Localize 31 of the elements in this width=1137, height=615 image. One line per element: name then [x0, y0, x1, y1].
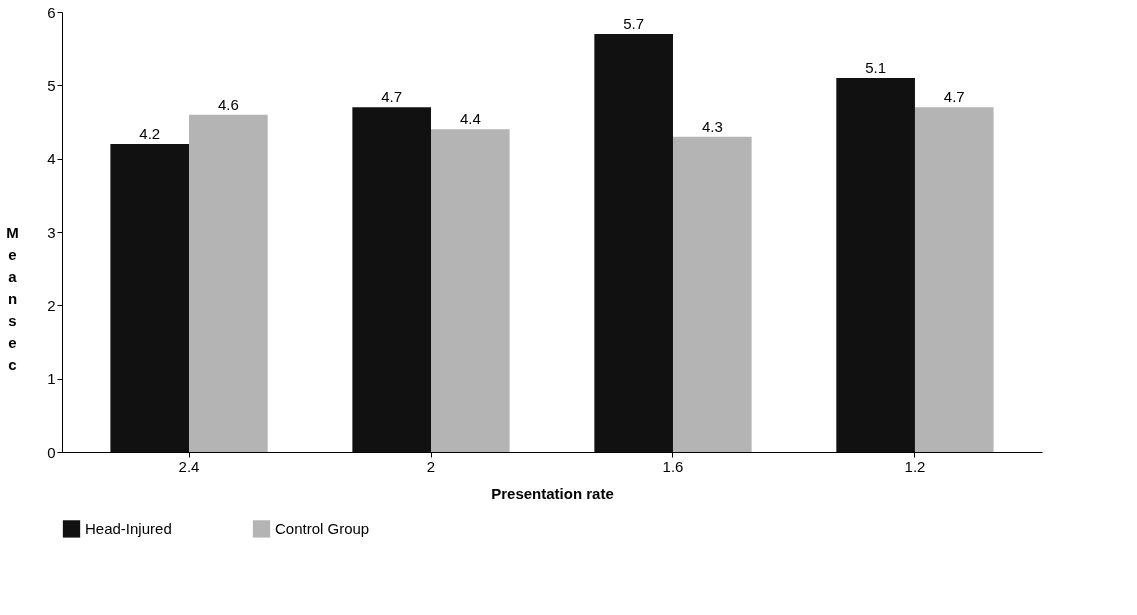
- bar: [672, 136, 752, 452]
- bar: [431, 129, 510, 452]
- data-label: 4.7: [381, 88, 403, 106]
- legend-label: Head-Injured: [85, 519, 172, 537]
- x-tick-label: 1.2: [904, 457, 926, 475]
- y-tick-label: 2: [47, 296, 56, 314]
- data-label: 4.4: [459, 110, 481, 128]
- y-axis-title: Mean sec: [6, 223, 19, 373]
- bar: [352, 107, 432, 452]
- bar: [594, 34, 673, 452]
- legend-label: Control Group: [275, 519, 370, 537]
- bar: [110, 144, 190, 452]
- bar: [189, 114, 268, 452]
- x-axis-title: Presentation rate: [491, 484, 614, 502]
- y-tick-label: 0: [47, 443, 56, 461]
- data-label: 4.6: [217, 95, 239, 113]
- data-label: 4.7: [943, 88, 965, 106]
- bar: [836, 78, 915, 452]
- bar: [914, 107, 994, 452]
- x-tick-label: 2.4: [178, 457, 200, 475]
- x-tick-label: 2: [426, 457, 436, 475]
- y-tick-label: 3: [47, 223, 56, 241]
- data-label: 5.7: [623, 15, 645, 32]
- y-tick-label: 4: [47, 150, 56, 168]
- y-tick-label: 1: [47, 370, 56, 388]
- data-label: 4.3: [701, 117, 723, 135]
- data-label: 4.2: [139, 125, 161, 142]
- data-label: 5.1: [865, 59, 887, 76]
- y-tick-label: 6: [47, 3, 56, 21]
- y-tick-label: 5: [47, 76, 56, 94]
- x-tick-label: 1.6: [662, 457, 684, 475]
